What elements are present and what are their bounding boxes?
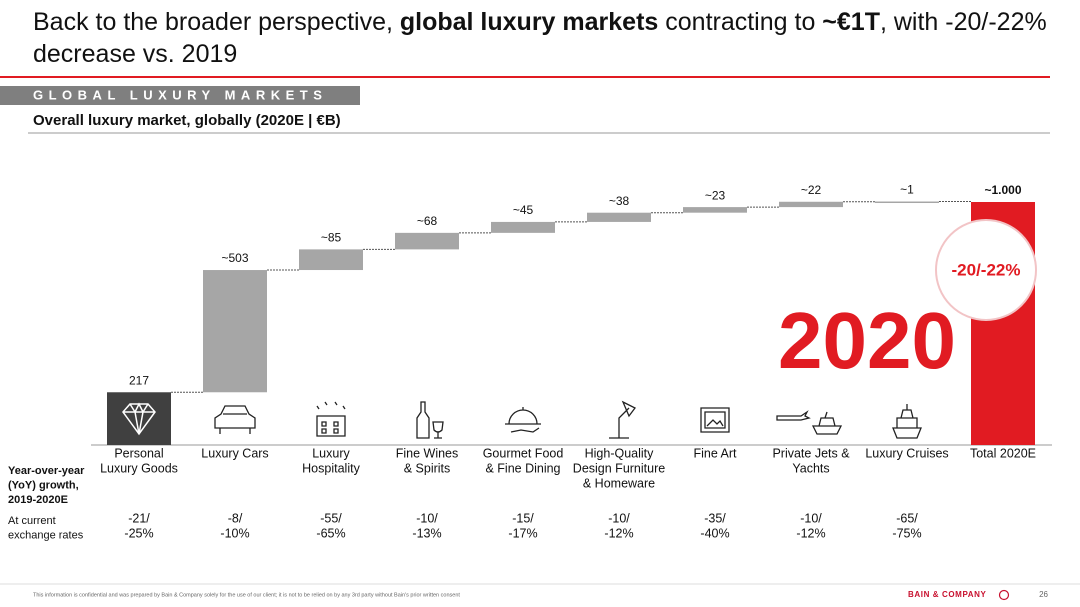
bar xyxy=(203,270,267,393)
growth-value: -10/ xyxy=(800,511,822,525)
growth-value: -75% xyxy=(892,526,921,540)
category-icon xyxy=(316,401,346,437)
category-label: High-Quality xyxy=(585,446,655,460)
category-label: Private Jets & xyxy=(772,446,850,460)
growth-title: Year-over-year xyxy=(8,465,85,477)
category-icon xyxy=(505,407,541,433)
value-label: 217 xyxy=(129,373,149,387)
growth-value: -40% xyxy=(700,526,729,540)
section-band xyxy=(0,86,360,105)
slide-title: Back to the broader perspective, global … xyxy=(33,6,1053,70)
value-label: ~1 xyxy=(900,183,914,197)
category-label: & Homeware xyxy=(583,476,655,490)
growth-value: -12% xyxy=(796,526,825,540)
value-label: ~23 xyxy=(705,188,726,202)
category-icon xyxy=(700,407,730,433)
growth-value: -65% xyxy=(316,526,345,540)
category-icon xyxy=(122,402,156,436)
bar xyxy=(491,221,555,233)
brand-logo xyxy=(998,589,1010,601)
category-icon xyxy=(609,400,636,439)
year-annotation: 2020 xyxy=(778,296,956,385)
growth-value: -8/ xyxy=(228,511,243,525)
value-label: ~22 xyxy=(801,183,822,197)
title-segment: Back to the broader perspective, xyxy=(33,8,400,36)
growth-value: -35/ xyxy=(704,511,726,525)
growth-value: -10/ xyxy=(416,511,438,525)
category-label: Fine Art xyxy=(693,446,737,460)
value-label: ~1.000 xyxy=(984,183,1021,197)
bar xyxy=(395,232,459,250)
title-segment: , with -20/-22% decrease vs. 2019 xyxy=(33,8,1054,68)
growth-subtitle: exchange rates xyxy=(8,529,84,541)
category-label: Luxury xyxy=(312,446,350,460)
title-segment: global luxury markets xyxy=(399,8,659,36)
growth-value: -10/ xyxy=(608,511,630,525)
bar xyxy=(683,207,747,213)
category-label: Total 2020E xyxy=(970,446,1036,460)
category-label: & Spirits xyxy=(404,461,451,475)
growth-title: (YoY) growth, xyxy=(8,479,79,491)
category-label: Gourmet Food xyxy=(483,446,564,460)
growth-value: -12% xyxy=(604,526,633,540)
growth-value: -21/ xyxy=(128,511,150,525)
category-label: Luxury Goods xyxy=(100,461,178,475)
growth-value: -55/ xyxy=(320,511,342,525)
growth-value: -17% xyxy=(508,526,537,540)
footer-note: This information is confidential and was… xyxy=(33,592,460,598)
value-label: ~503 xyxy=(221,251,248,265)
bar xyxy=(107,392,171,445)
growth-title: 2019-2020E xyxy=(8,494,68,506)
growth-value: -65/ xyxy=(896,511,918,525)
value-label: ~68 xyxy=(417,214,438,228)
category-icon xyxy=(892,404,922,439)
growth-value: -10% xyxy=(220,526,249,540)
category-label: Personal xyxy=(114,446,163,460)
category-label: Hospitality xyxy=(302,461,360,475)
category-label: & Fine Dining xyxy=(485,461,560,475)
value-label: ~45 xyxy=(513,203,534,217)
bar xyxy=(587,212,651,222)
bar xyxy=(299,249,363,271)
category-icon xyxy=(214,405,256,434)
change-annotation: -20/-22% xyxy=(952,260,1021,279)
section-label: GLOBAL LUXURY MARKETS xyxy=(33,87,327,102)
value-label: ~85 xyxy=(321,231,342,245)
title-segment: ~€1T xyxy=(822,8,880,36)
footer-brand: BAIN & COMPANY xyxy=(908,590,987,599)
category-icon xyxy=(416,401,444,439)
growth-subtitle: At current xyxy=(8,515,56,527)
change-badge xyxy=(935,219,1037,321)
category-label: Yachts xyxy=(792,461,829,475)
title-segment: contracting to xyxy=(658,8,823,36)
growth-value: -13% xyxy=(412,526,441,540)
category-icon xyxy=(776,410,843,435)
chart-title: Overall luxury market, globally (2020E |… xyxy=(33,112,341,129)
bar xyxy=(875,201,939,204)
page-number: 26 xyxy=(1039,590,1048,599)
category-label: Luxury Cruises xyxy=(865,446,948,460)
category-label: Fine Wines xyxy=(396,446,459,460)
growth-value: -25% xyxy=(124,526,153,540)
category-label: Design Furniture xyxy=(573,461,665,475)
value-label: ~38 xyxy=(609,194,630,208)
category-label: Luxury Cars xyxy=(201,446,268,460)
growth-value: -15/ xyxy=(512,511,534,525)
bar xyxy=(779,201,843,208)
